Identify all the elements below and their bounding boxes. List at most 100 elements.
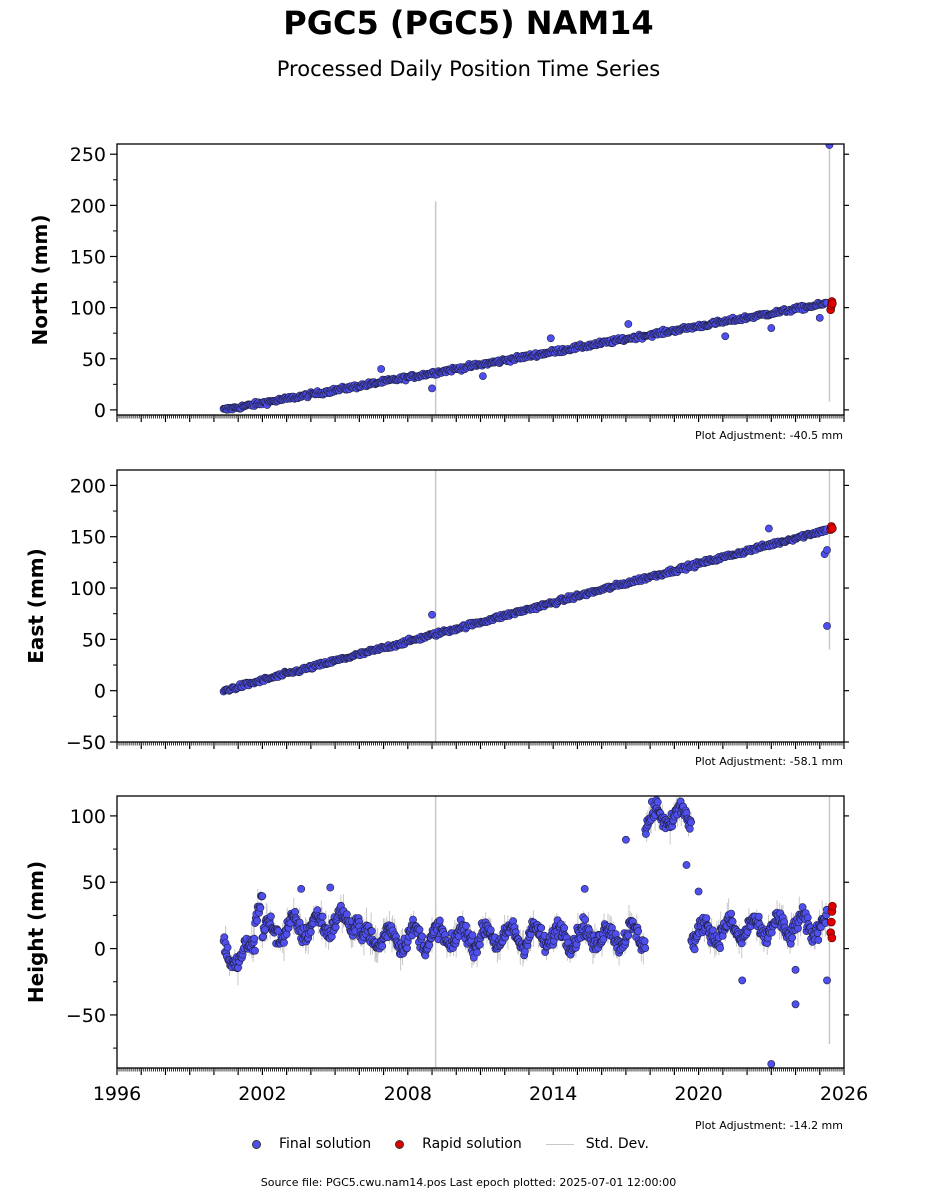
east-plot-area (219, 470, 837, 742)
height-final-point (685, 824, 694, 833)
east-final-point (764, 524, 773, 533)
height-final-point (331, 923, 340, 932)
legend-final: Final solution (252, 1136, 371, 1152)
legend: Final solution Rapid solution Std. Dev. (252, 1136, 673, 1152)
north-final-point (825, 144, 834, 149)
height-final-point (251, 946, 259, 955)
height-final-point (641, 944, 650, 952)
height-final-point (367, 927, 376, 936)
height-final-point (258, 892, 267, 901)
east-ytick-label: 100 (70, 578, 106, 600)
east-axis-label: East (mm) (24, 548, 48, 664)
height-final-point (297, 884, 306, 893)
east-final-point (428, 610, 436, 619)
height-ytick-label: −50 (66, 1005, 106, 1027)
height-final-point (682, 861, 691, 869)
height-xtick-label: 2008 (384, 1083, 432, 1105)
legend-stddev-label: Std. Dev. (585, 1136, 649, 1152)
height-final-point (624, 931, 633, 940)
height-final-point (738, 976, 747, 985)
height-final-point (634, 927, 642, 936)
height-final-point (727, 909, 736, 918)
height-final-point (473, 948, 481, 957)
rapid-marker-icon (395, 1139, 405, 1149)
legend-rapid-label: Rapid solution (422, 1136, 522, 1152)
height-xtick-label: 1996 (93, 1083, 141, 1105)
height-final-point (537, 924, 546, 932)
chart-subtitle: Processed Daily Position Time Series (276, 57, 661, 81)
east-ytick-label: −50 (66, 732, 106, 754)
north-final-point (767, 324, 776, 332)
height-final-point (791, 1000, 800, 1009)
height-final-point (767, 1060, 776, 1068)
north-ytick-label: 50 (82, 349, 106, 371)
height-final-point (253, 916, 261, 925)
stddev-line-icon (545, 1143, 574, 1145)
north-ytick-label: 0 (94, 400, 106, 422)
north-final-point (546, 334, 555, 343)
final-marker-icon (252, 1139, 261, 1149)
height-final-point (580, 884, 589, 893)
height-plot-area (219, 796, 837, 1068)
north-axis-label: North (mm) (28, 214, 52, 346)
height-final-point (642, 830, 650, 838)
north-panel: 0 50 100 150 200 250 (70, 143, 849, 422)
height-final-point (342, 910, 351, 919)
height-final-point (266, 912, 275, 921)
height-final-point (486, 926, 495, 934)
height-final-point (791, 965, 800, 974)
height-rapid-point (827, 917, 836, 927)
east-axes-frame (116, 469, 845, 743)
height-final-point (282, 930, 291, 939)
height-final-point (788, 933, 796, 942)
north-final-point (815, 313, 824, 322)
east-panel: −50 0 50 100 150 200 (66, 469, 849, 754)
east-final-point (823, 546, 831, 554)
height-final-point (318, 912, 327, 921)
height-xtick-label: 2002 (238, 1083, 286, 1105)
east-ytick-label: 200 (70, 475, 106, 497)
height-final-point (690, 945, 699, 954)
height-final-point (814, 936, 823, 944)
height-final-point (581, 915, 589, 924)
height-ytick-label: 50 (82, 872, 106, 894)
east-ytick-label: 50 (82, 629, 106, 651)
north-final-point (428, 384, 436, 393)
north-final-point (479, 372, 487, 381)
height-rapid-point (827, 933, 837, 943)
height-final-point (694, 887, 703, 896)
height-xtick-label: 2026 (820, 1083, 868, 1105)
east-ytick-label: 0 (94, 681, 106, 703)
north-plot-adjustment: Plot Adjustment: -40.5 mm (695, 429, 843, 442)
height-xtick-label: 2020 (674, 1083, 722, 1105)
height-final-point (418, 932, 426, 941)
legend-final-label: Final solution (279, 1136, 372, 1152)
north-ytick-label: 250 (70, 144, 106, 166)
north-rapid-point (828, 299, 837, 308)
height-final-point (803, 913, 812, 922)
east-plot-adjustment: Plot Adjustment: -58.1 mm (695, 755, 843, 768)
north-ytick-label: 100 (70, 298, 106, 320)
height-final-point (280, 938, 288, 947)
height-final-point (599, 935, 608, 944)
height-final-point (475, 940, 484, 949)
height-xtick-label: 2014 (529, 1083, 577, 1105)
height-final-point (622, 835, 630, 844)
height-final-point (754, 912, 763, 921)
height-final-point (306, 928, 315, 936)
height-final-point (403, 944, 411, 952)
height-final-point (728, 917, 737, 926)
height-final-point (462, 921, 470, 930)
height-final-point (378, 942, 387, 950)
north-ytick-label: 200 (70, 195, 106, 217)
east-ytick-label: 150 (70, 527, 106, 549)
north-final-point (377, 365, 386, 373)
north-final-point (721, 332, 730, 341)
height-final-point (223, 943, 232, 952)
height-final-point (560, 924, 568, 932)
east-rapid-point (828, 524, 837, 533)
height-panel: −50 0 50 100 1996 2002 2008 2014 2020 2026 (66, 795, 868, 1105)
height-final-point (326, 883, 335, 892)
north-ytick-label: 150 (70, 246, 106, 268)
